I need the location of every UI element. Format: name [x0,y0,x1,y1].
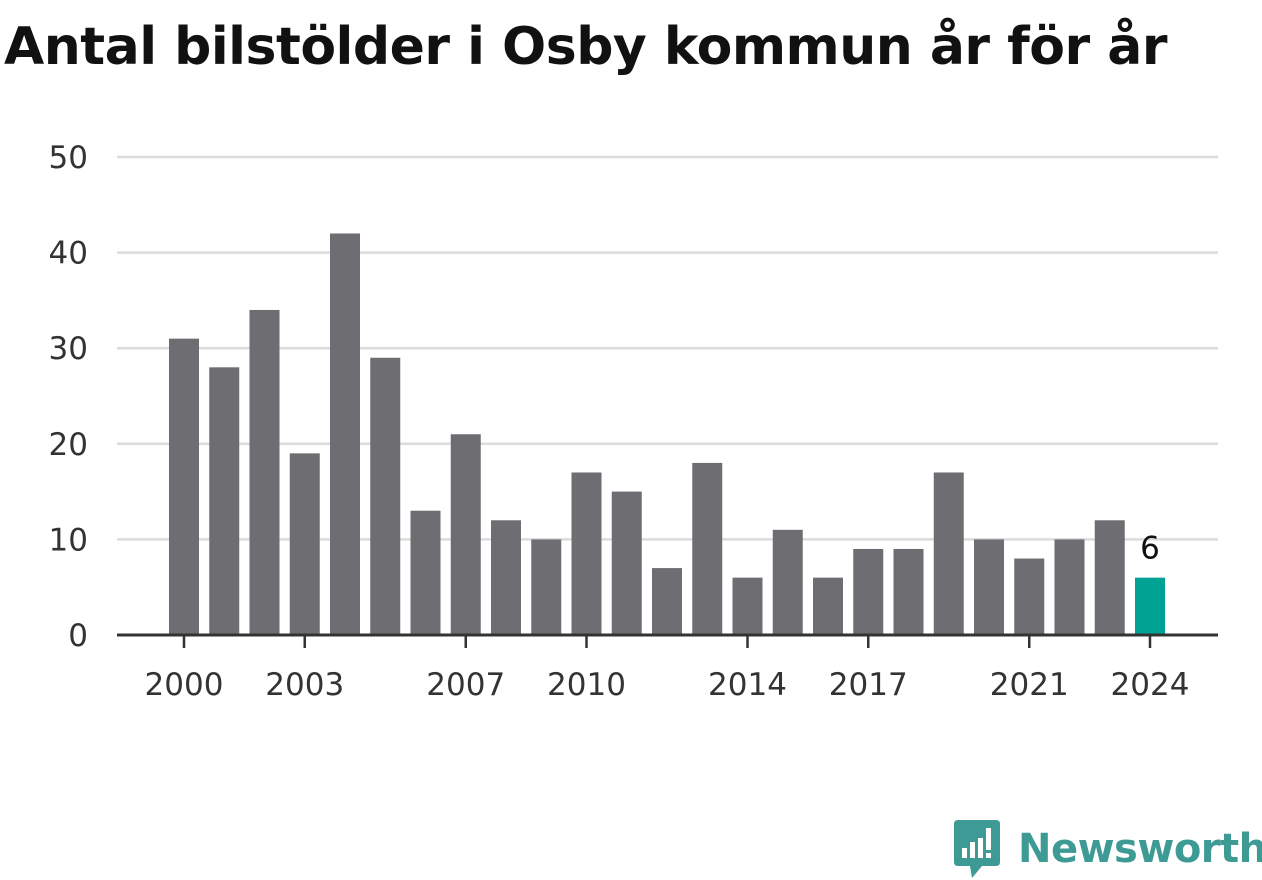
bar-2017 [853,548,884,635]
bar-2012 [652,568,682,635]
newsworthy-logo-icon [954,820,1000,878]
bar-2018 [893,548,924,635]
x-tick-label: 2000 [145,667,224,703]
y-tick-label: 10 [49,522,88,558]
bar-2005 [370,357,401,635]
x-tick-label: 2003 [265,667,344,703]
bar-2016 [813,577,843,635]
brand-logo: Newsworthy [952,818,1262,880]
grid-lines [117,155,1218,541]
bar-2024 [1135,577,1165,635]
y-tick-label: 20 [49,427,88,463]
y-axis: 0 10 20 30 40 50 [49,140,88,654]
x-tick-label: 2024 [1111,667,1190,703]
bar-2019 [933,472,964,635]
x-tick-label: 2007 [426,667,505,703]
x-tick-label: 2014 [708,667,787,703]
x-tick-label: 2017 [829,667,908,703]
y-tick-label: 40 [49,236,88,272]
bar-2006 [410,510,441,635]
y-tick-label: 0 [68,618,88,654]
bar-2004 [330,233,360,636]
bar-2007 [450,434,481,635]
bar-2009 [531,539,562,635]
x-tick-label: 2021 [990,667,1069,703]
x-tick-label: 2010 [547,667,626,703]
bar-2001 [209,367,240,635]
chart-title: Antal bilstölder i Osby kommun år för år [4,17,1168,77]
bar-2013 [692,462,723,635]
bar-2002 [249,309,280,635]
bar-2023 [1094,520,1125,635]
bar-2010 [571,472,602,635]
data-label-2024: 6 [1140,531,1160,567]
y-tick-label: 30 [49,331,88,367]
y-tick-label: 50 [49,140,88,176]
bar-2000 [169,338,199,635]
bar-2015 [772,529,803,635]
bars [169,233,1165,636]
x-axis: 2000 2003 2007 2010 2014 2017 2021 2024 [145,635,1190,703]
bar-2011 [611,491,642,635]
bar-2022 [1054,539,1085,635]
bar-2014 [732,577,763,635]
bar-2021 [1014,558,1045,635]
brand-name: Newsworthy [1018,826,1262,872]
bar-2003 [289,453,320,635]
bar-2020 [974,539,1004,635]
bar-2008 [491,520,521,635]
data-labels: 6 [1140,531,1160,567]
